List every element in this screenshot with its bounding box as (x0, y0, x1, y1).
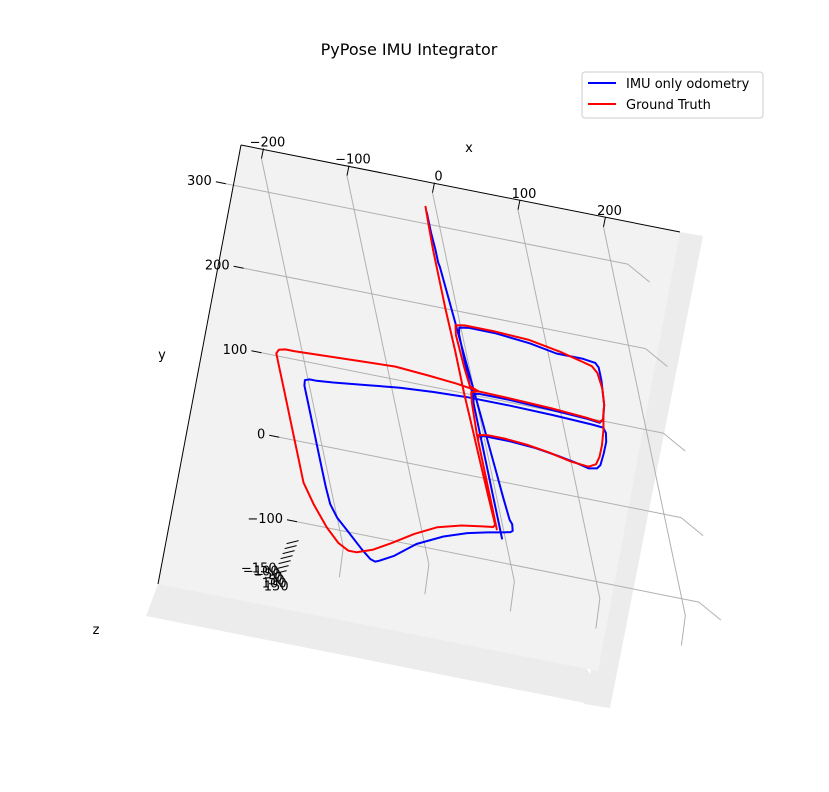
z-pane-right (584, 232, 703, 708)
y-axis-label: y (158, 348, 166, 363)
y-tick-label: 200 (205, 258, 230, 273)
z-tick-label: −50 (253, 568, 280, 583)
z-grid-line (627, 263, 651, 283)
z-tick-mark (280, 555, 293, 560)
legend: IMU only odometry Ground Truth (581, 71, 764, 119)
y-tick-mark (251, 350, 262, 354)
chart-title: PyPose IMU Integrator (321, 40, 498, 59)
x-tick-mark (431, 182, 435, 193)
x-tick-label: −100 (335, 153, 371, 168)
series-line-ground-truth (275, 205, 606, 554)
z-tick-label: −100 (243, 565, 279, 580)
z-tick-label: −150 (241, 562, 277, 577)
x-tick-label: 200 (597, 204, 622, 219)
y-tick-label: 0 (257, 427, 265, 442)
x-tick-label: 100 (512, 187, 537, 202)
y-grid-line (261, 352, 664, 434)
y-tick-label: 100 (223, 343, 248, 358)
y-axis-spine (157, 144, 242, 585)
z-pane-stack (146, 232, 703, 708)
x-tick-label: 0 (434, 170, 442, 185)
y-tick-label: 300 (187, 174, 212, 189)
legend-box (581, 71, 764, 119)
y-grid-line (225, 183, 628, 265)
x-grid-line (602, 226, 686, 616)
y-tick-mark (269, 434, 280, 438)
series-lines (275, 205, 608, 563)
axis-spines (157, 144, 681, 585)
y-tick-label: −100 (247, 512, 283, 527)
z-grid-line (680, 517, 704, 537)
z-tick-mark (286, 540, 299, 545)
z-grid-line (424, 564, 430, 595)
z-grid-line (645, 348, 668, 368)
x-tick-mark (602, 216, 606, 227)
x-tick-mark (346, 165, 350, 176)
z-tick-label: 100 (262, 577, 287, 592)
x-axis-spine (240, 144, 681, 233)
legend-label-imu: IMU only odometry (626, 77, 750, 92)
x-tick-label: −200 (250, 136, 286, 151)
z-grid-line (509, 581, 515, 612)
z-tick-label: 150 (264, 580, 289, 595)
z-tick-mark (274, 570, 287, 575)
y-grid-line (279, 436, 682, 519)
x-tick-labels: −200 −100 0 100 200 (250, 136, 622, 227)
x-grid-line (346, 175, 430, 565)
y-grid-line (296, 521, 699, 603)
z-tick-label: 0 (274, 571, 282, 586)
x-grid-line (517, 209, 601, 599)
z-tick-mark (282, 550, 295, 555)
z-tick-label: 50 (268, 574, 285, 589)
x-tick-mark (260, 148, 264, 159)
z-axis-label: z (93, 623, 100, 638)
z-grid-line (595, 598, 601, 629)
y-tick-mark (215, 181, 226, 185)
y-tick-mark (233, 265, 244, 269)
xy-pane (158, 145, 680, 671)
z-grid-line (662, 432, 686, 452)
y-tick-mark (286, 519, 298, 523)
y-tick-labels: −100 0 100 200 300 (187, 174, 298, 527)
z-grid-line (698, 601, 722, 621)
z-tick-mark (278, 560, 291, 565)
x-tick-mark (517, 199, 521, 210)
x-axis-label: x (465, 141, 473, 156)
z-grid-line (338, 547, 344, 578)
z-grid-line (680, 615, 686, 646)
z-pane-bottom (146, 584, 610, 708)
z-tick-mark (284, 545, 297, 550)
z-axis-ticks (274, 540, 299, 575)
z-tick-mark (276, 565, 289, 570)
legend-label-gt: Ground Truth (626, 98, 711, 113)
